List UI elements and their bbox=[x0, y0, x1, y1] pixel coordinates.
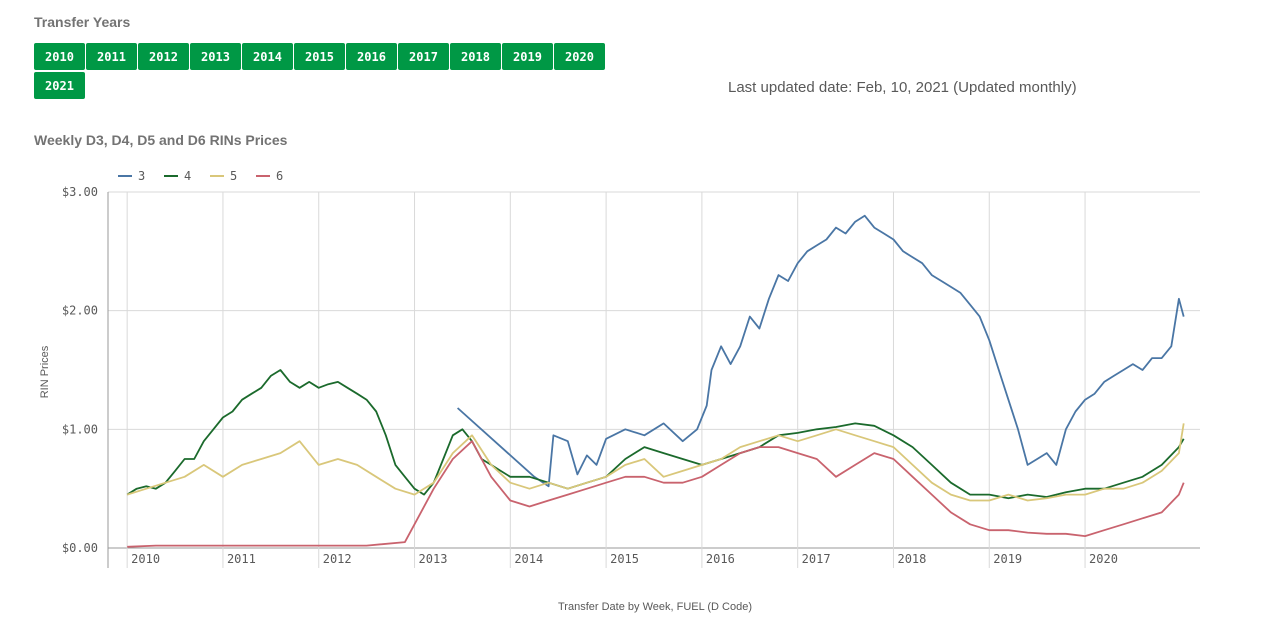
x-tick-label: 2015 bbox=[610, 552, 639, 566]
x-axis-label: Transfer Date by Week, FUEL (D Code) bbox=[558, 601, 752, 613]
y-tick-label: $2.00 bbox=[62, 304, 98, 318]
chart-grid bbox=[108, 191, 1200, 568]
series-line-d5 bbox=[126, 423, 1185, 502]
legend-label-d5[interactable]: 5 bbox=[230, 169, 237, 183]
year-button-2011[interactable]: 2011 bbox=[86, 43, 137, 70]
year-button-2010[interactable]: 2010 bbox=[34, 43, 85, 70]
transfer-years-title: Transfer Years bbox=[34, 14, 131, 30]
chart-title: Weekly D3, D4, D5 and D6 RINs Prices bbox=[34, 132, 288, 148]
year-button-2012[interactable]: 2012 bbox=[138, 43, 189, 70]
x-tick-label: 2010 bbox=[131, 552, 160, 566]
legend-label-d4[interactable]: 4 bbox=[184, 169, 191, 183]
x-tick-label: 2017 bbox=[802, 552, 831, 566]
chart-series bbox=[126, 214, 1185, 548]
x-tick-label: 2012 bbox=[323, 552, 352, 566]
chart-axes: $0.00 $1.00 $2.00 $3.00 2010 2011 2012 2013 2014… bbox=[62, 185, 1118, 568]
y-axis-label: RIN Prices bbox=[39, 345, 51, 398]
last-updated-text: Last updated date: Feb, 10, 2021 (Update… bbox=[728, 79, 1077, 96]
x-tick-label: 2011 bbox=[227, 552, 256, 566]
year-button-2016[interactable]: 2016 bbox=[346, 43, 397, 70]
x-tick-label: 2013 bbox=[419, 552, 448, 566]
series-line-d3 bbox=[456, 214, 1185, 488]
chart-legend: 3 4 5 6 bbox=[118, 169, 283, 183]
series-line-d6 bbox=[127, 440, 1185, 548]
x-tick-label: 2014 bbox=[514, 552, 543, 566]
legend-label-d3[interactable]: 3 bbox=[138, 169, 145, 183]
year-button-2013[interactable]: 2013 bbox=[190, 43, 241, 70]
year-button-2020[interactable]: 2020 bbox=[554, 43, 605, 70]
year-button-2019[interactable]: 2019 bbox=[502, 43, 553, 70]
year-button-2021[interactable]: 2021 bbox=[34, 72, 85, 99]
x-tick-label: 2016 bbox=[706, 552, 735, 566]
year-button-2015[interactable]: 2015 bbox=[294, 43, 345, 70]
y-tick-label: $3.00 bbox=[62, 185, 98, 199]
rin-prices-chart: 3 4 5 6 $0.00 $1.00 $2.00 $3.00 2010 2011 2012 201… bbox=[39, 169, 1200, 613]
year-button-2014[interactable]: 2014 bbox=[242, 43, 293, 70]
x-tick-label: 2020 bbox=[1089, 552, 1118, 566]
series-line-d4 bbox=[126, 369, 1185, 500]
y-tick-label: $0.00 bbox=[62, 541, 98, 555]
x-tick-label: 2019 bbox=[993, 552, 1022, 566]
year-button-2018[interactable]: 2018 bbox=[450, 43, 501, 70]
y-tick-label: $1.00 bbox=[62, 422, 98, 436]
x-tick-label: 2018 bbox=[897, 552, 926, 566]
legend-label-d6[interactable]: 6 bbox=[276, 169, 283, 183]
year-button-2017[interactable]: 2017 bbox=[398, 43, 449, 70]
